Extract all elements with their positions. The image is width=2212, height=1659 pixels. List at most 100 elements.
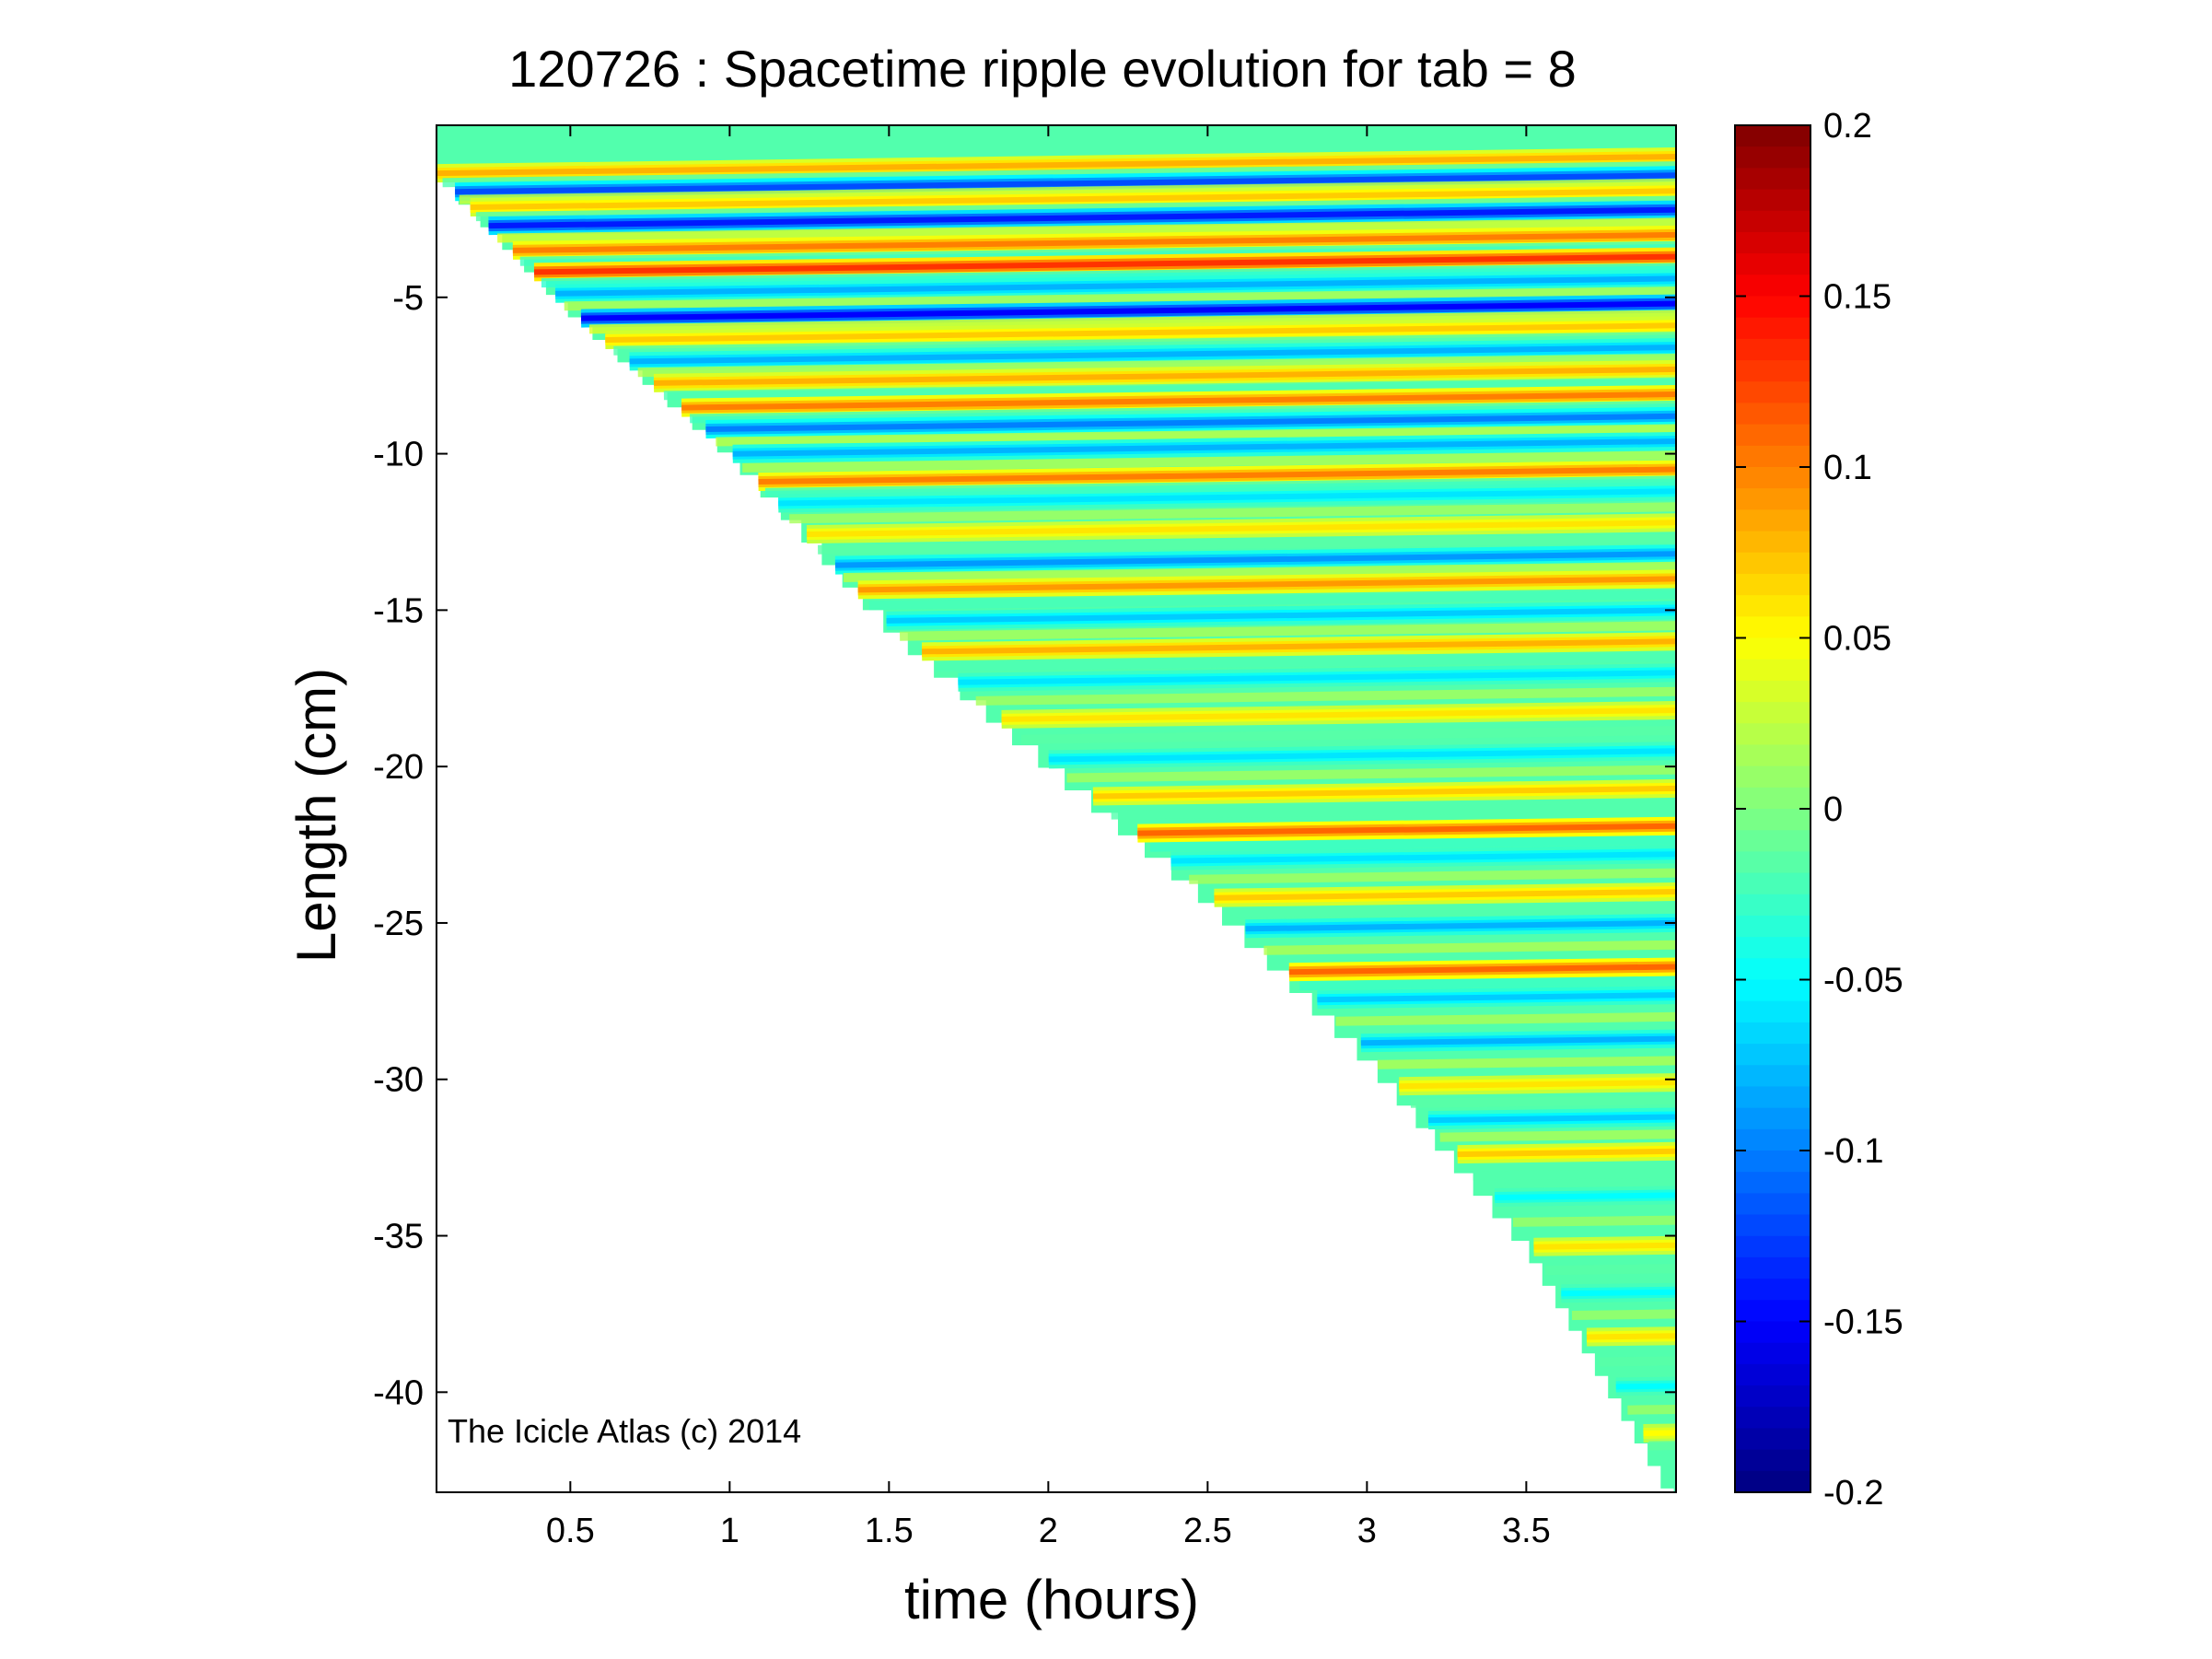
- heatmap-ridge: [1092, 778, 1676, 820]
- heatmap-ridge: [705, 406, 1676, 447]
- colorbar-strip: [1735, 210, 1810, 233]
- colorbar-strip: [1735, 168, 1810, 191]
- heatmap-ridge: [605, 316, 1676, 356]
- x-tick-label: 3: [1357, 1512, 1377, 1550]
- chart-title: 120726 : Spacetime ripple evolution for …: [508, 40, 1577, 98]
- colorbar-strip: [1735, 445, 1810, 468]
- x-tick-label: 1.5: [865, 1512, 914, 1550]
- colorbar-strip: [1735, 253, 1810, 275]
- colorbar-strip: [1735, 573, 1810, 596]
- colorbar-tick-label: -0.2: [1823, 1474, 1883, 1513]
- y-tick-label: -35: [373, 1218, 424, 1256]
- colorbar-strip: [1735, 872, 1810, 895]
- heatmap-ridge: [921, 632, 1676, 672]
- colorbar-strip: [1735, 1022, 1810, 1045]
- colorbar-strip: [1735, 937, 1810, 959]
- colorbar-strip: [1735, 1342, 1810, 1365]
- colorbar-strip: [1735, 1235, 1810, 1258]
- y-tick-label: -25: [373, 905, 424, 943]
- ridge-layer: [437, 147, 1676, 1451]
- heatmap-ridge: [732, 432, 1676, 473]
- heatmap-ridge: [857, 569, 1676, 611]
- colorbar-strip: [1735, 637, 1810, 660]
- x-tick-label: 1: [720, 1512, 739, 1550]
- colorbar-strip: [1735, 1470, 1810, 1493]
- colorbar-tick-label: 0: [1823, 790, 1843, 829]
- heatmap-ridge: [778, 482, 1676, 524]
- colorbar-strip: [1735, 1044, 1810, 1066]
- heatmap-ridge: [1170, 845, 1676, 884]
- y-axis-ticks: -5 -10 -15 -20 -25 -30 -35 -40: [373, 279, 1676, 1412]
- x-axis-label: time (hours): [904, 1569, 1199, 1630]
- heatmap-ridge: [758, 460, 1676, 497]
- colorbar-strip: [1735, 1449, 1810, 1472]
- heatmap-ridge: [629, 338, 1676, 378]
- x-tick-label: 2: [1039, 1512, 1058, 1550]
- heatmap-ridge: [1494, 1186, 1676, 1227]
- colorbar-strip: [1735, 1256, 1810, 1279]
- colorbar-strip: [1735, 1172, 1810, 1194]
- heatmap-ridge: [1048, 742, 1676, 783]
- colorbar-strip: [1735, 830, 1810, 852]
- y-tick-label: -5: [392, 279, 424, 318]
- heatmap-ridge: [653, 359, 1676, 401]
- colorbar-tick-label: -0.05: [1823, 962, 1903, 1000]
- colorbar-strip: [1735, 1214, 1810, 1237]
- heatmap-ridge: [1245, 913, 1676, 955]
- colorbar-strip: [1735, 338, 1810, 361]
- colorbar-strip: [1735, 702, 1810, 724]
- heatmap-ridge: [512, 225, 1676, 266]
- colorbar-strip: [1735, 552, 1810, 575]
- colorbar-strip: [1735, 1000, 1810, 1023]
- heatmap-ridge: [958, 663, 1676, 706]
- watermark-text: The Icicle Atlas (c) 2014: [448, 1412, 801, 1450]
- heatmap-ridge: [488, 200, 1676, 243]
- colorbar-strip: [1735, 125, 1810, 147]
- x-tick-label: 0.5: [546, 1512, 595, 1550]
- colorbar-strip: [1735, 894, 1810, 917]
- colorbar-tick-label: 0.05: [1823, 620, 1892, 659]
- colorbar-strip: [1735, 531, 1810, 554]
- x-axis-ticks: 0.5 1 1.5 2 2.5 3 3.5: [546, 125, 1551, 1550]
- colorbar-strip: [1735, 317, 1810, 340]
- colorbar-strip: [1735, 1193, 1810, 1216]
- colorbar-strip: [1735, 1128, 1810, 1151]
- heatmap-ridge: [470, 181, 1676, 222]
- colorbar-strip: [1735, 275, 1810, 298]
- heatmap-ridge: [1317, 986, 1676, 1026]
- colorbar-strip: [1735, 723, 1810, 746]
- colorbar-strip: [1735, 360, 1810, 382]
- heatmap-ridge: [1561, 1282, 1676, 1320]
- colorbar-strip: [1735, 1363, 1810, 1386]
- colorbar-strip: [1735, 680, 1810, 703]
- y-tick-label: -40: [373, 1373, 424, 1412]
- colorbar-strip: [1735, 1279, 1810, 1301]
- heatmap-ridge: [1427, 1107, 1676, 1142]
- colorbar-strip: [1735, 915, 1810, 938]
- colorbar-strip: [1735, 765, 1810, 789]
- heatmap-ridge: [1533, 1235, 1676, 1276]
- heatmap-ridge: [886, 601, 1676, 641]
- heatmap-ridge: [1360, 1029, 1676, 1069]
- heatmap-ridge: [1615, 1376, 1676, 1415]
- colorbar-strip: [1735, 1107, 1810, 1130]
- colorbar-ticks: 0.2 0.15 0.1 0.05 0 -0.05 -0.1 -0.15 -0.2: [1735, 107, 1903, 1513]
- y-tick-label: -15: [373, 591, 424, 630]
- x-tick-label: 2.5: [1183, 1512, 1232, 1550]
- colorbar-strip: [1735, 958, 1810, 981]
- colorbar-tick-label: -0.15: [1823, 1303, 1903, 1342]
- heatmap-ridge: [437, 147, 1676, 188]
- colorbar-strip: [1735, 381, 1810, 404]
- heatmap-ridge: [1001, 701, 1676, 744]
- colorbar-strip: [1735, 595, 1810, 617]
- heatmap-ridge: [1288, 957, 1676, 991]
- colorbar-strip: [1735, 146, 1810, 169]
- heatmap-ridge: [681, 385, 1676, 424]
- heatmap-ridge: [1214, 882, 1676, 918]
- colorbar-strip: [1735, 787, 1810, 810]
- heatmap-ridge: [554, 269, 1676, 311]
- y-tick-label: -20: [373, 748, 424, 787]
- heatmap-ridge: [1137, 816, 1676, 852]
- colorbar-strip: [1735, 851, 1810, 874]
